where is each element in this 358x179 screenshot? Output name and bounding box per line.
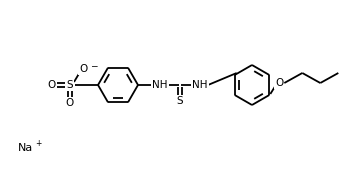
Text: O: O xyxy=(275,78,284,88)
Text: O: O xyxy=(66,98,74,108)
Text: S: S xyxy=(177,96,183,106)
Text: NH: NH xyxy=(192,80,208,90)
Text: +: + xyxy=(35,139,42,149)
Text: O: O xyxy=(48,80,56,90)
Text: O: O xyxy=(79,64,87,74)
Text: S: S xyxy=(67,80,73,90)
Text: NH: NH xyxy=(152,80,168,90)
Text: Na: Na xyxy=(18,143,33,153)
Text: −: − xyxy=(90,62,97,71)
